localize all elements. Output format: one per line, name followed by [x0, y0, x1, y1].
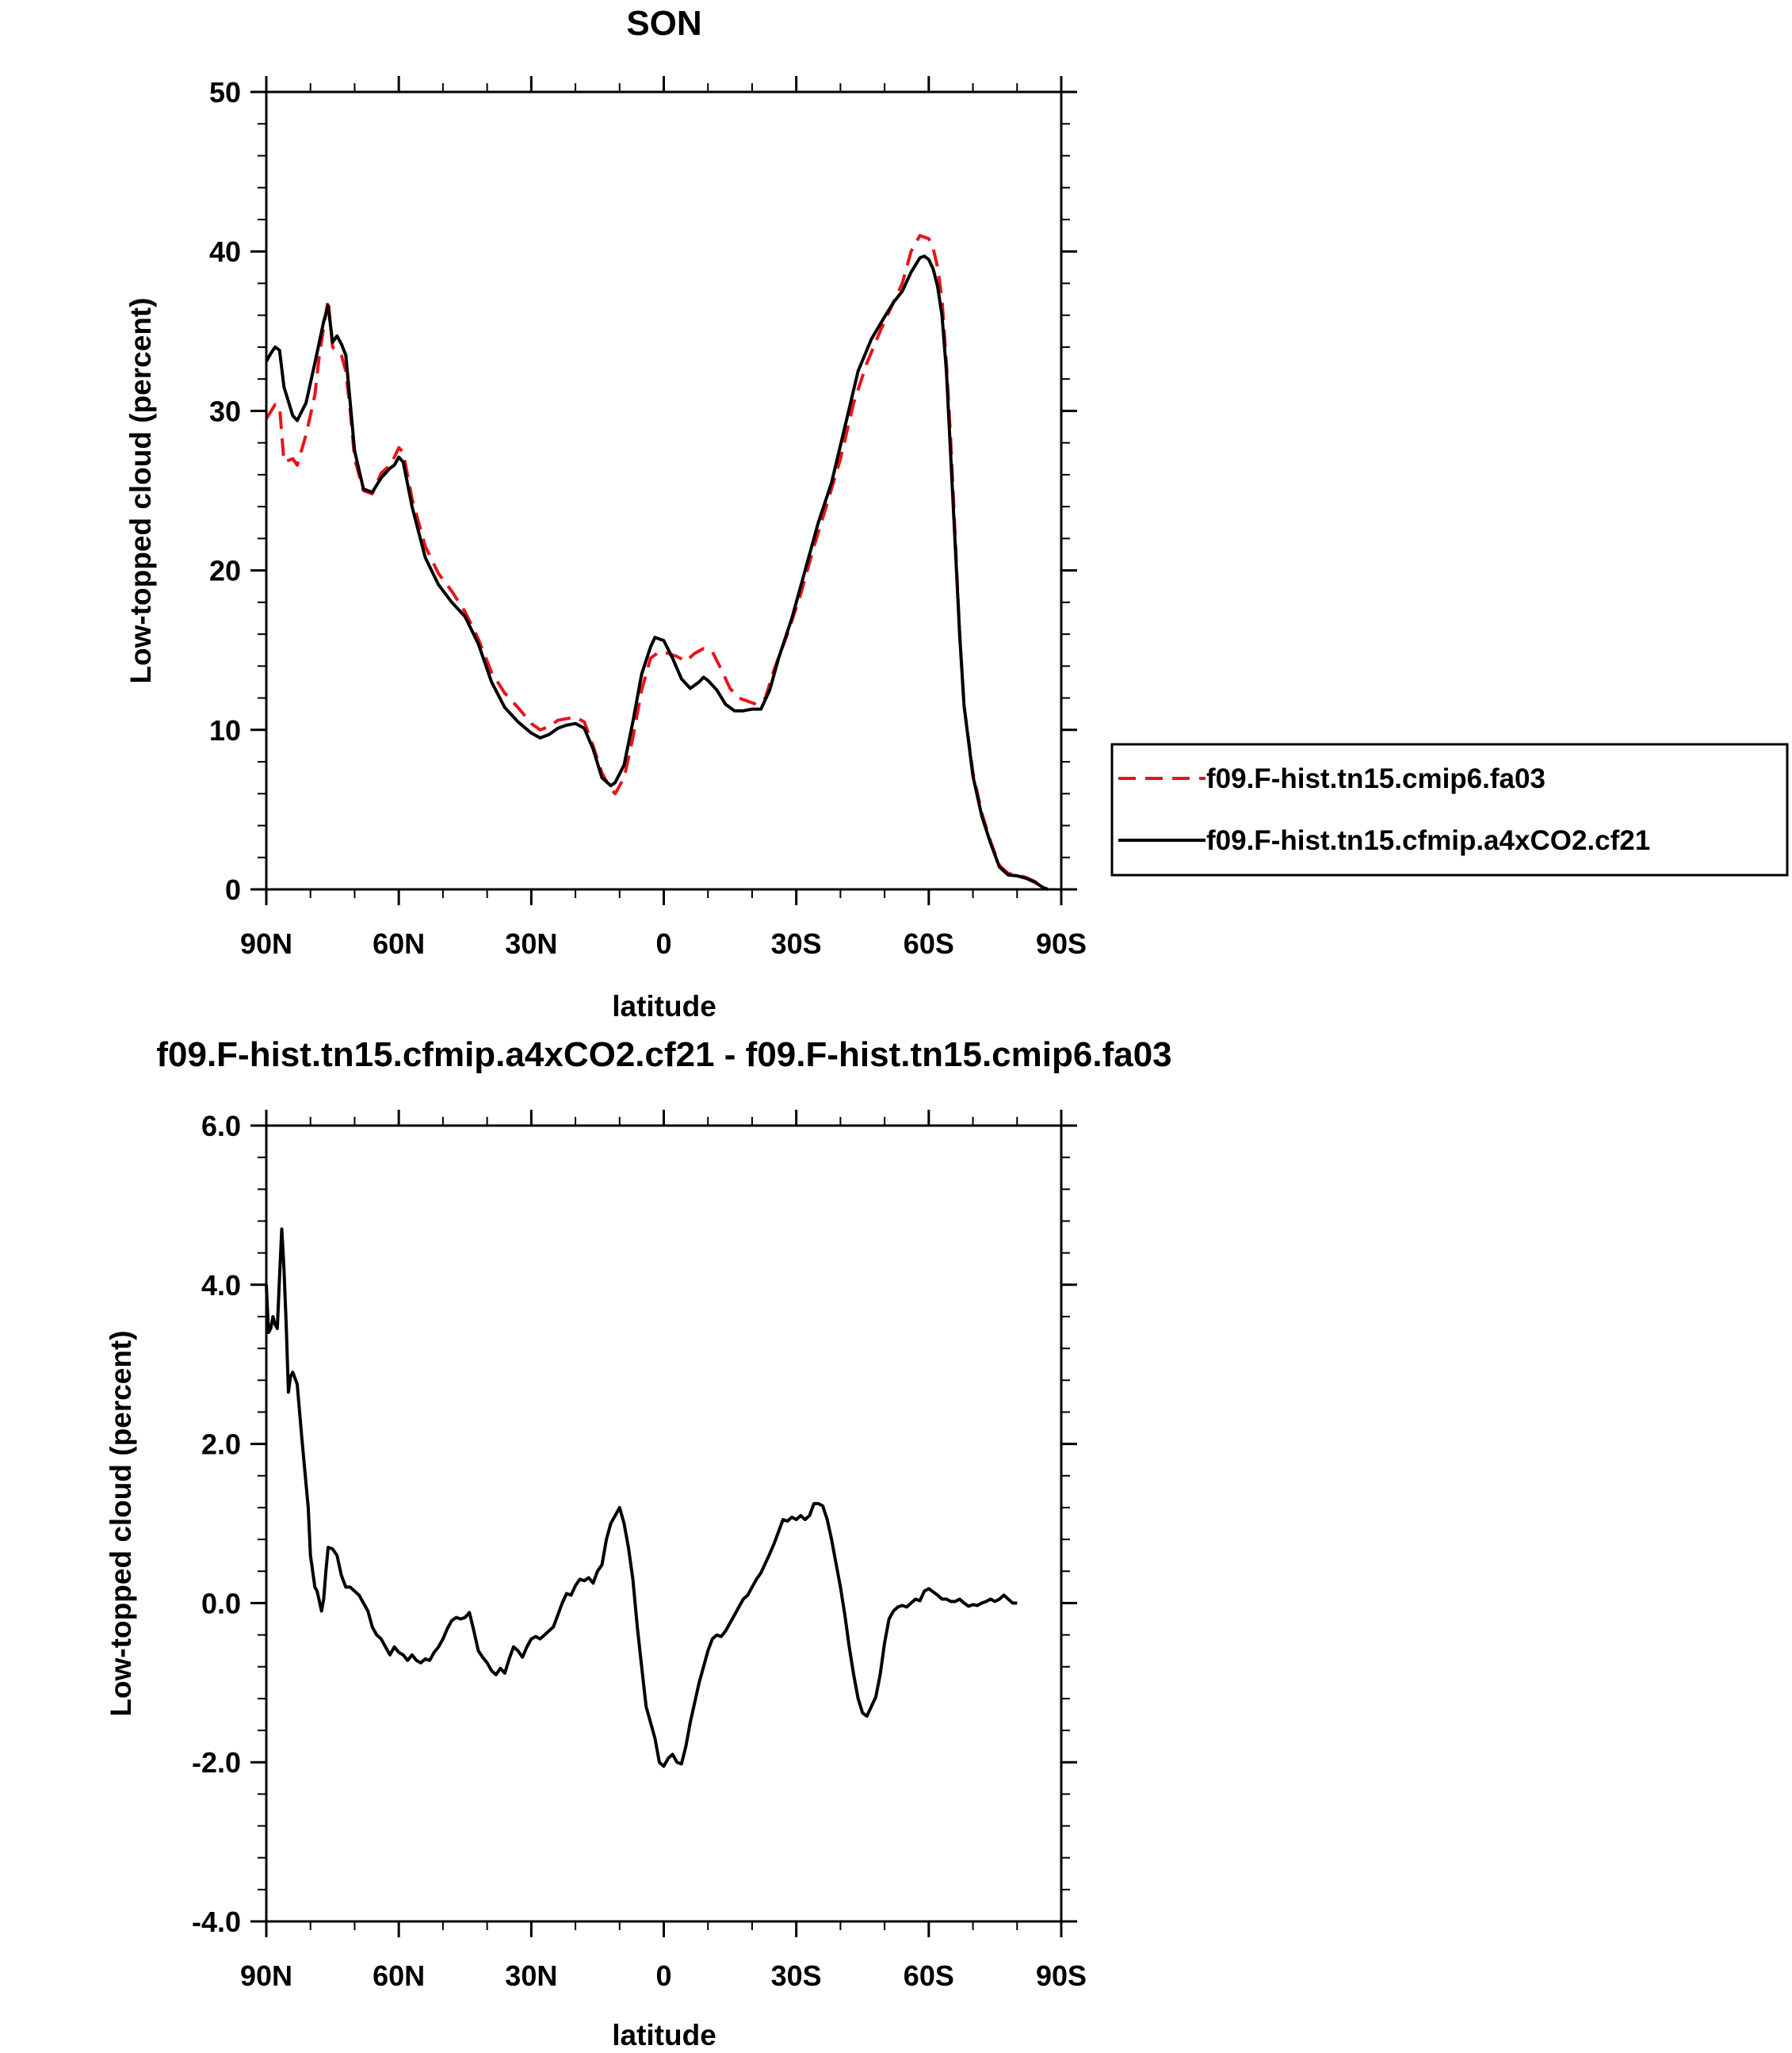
top-chart-y-axis-label: Low-topped cloud (percent) — [124, 297, 157, 683]
top-chart-ticks — [250, 76, 1077, 905]
x-tick-label: 30N — [505, 1959, 557, 1992]
y-tick-label: 40 — [209, 235, 241, 268]
series-line-0-0 — [265, 234, 1049, 891]
x-tick-label: 30N — [505, 927, 557, 960]
top-chart-y-tick-labels: 0 10 20 30 40 50 — [209, 76, 241, 906]
x-tick-label: 60S — [904, 1959, 954, 1992]
bottom-chart-series — [265, 1227, 1018, 1768]
x-tick-label: 60S — [904, 927, 954, 960]
x-tick-label: 60N — [373, 1959, 425, 1992]
top-chart-series — [265, 234, 1049, 891]
series-line-0-1 — [265, 254, 1049, 891]
y-tick-label: 10 — [209, 714, 241, 747]
y-tick-label: -4.0 — [192, 1906, 241, 1938]
y-tick-label: 30 — [209, 395, 241, 427]
y-tick-label: 4.0 — [201, 1269, 241, 1302]
top-chart-x-axis-label: latitude — [612, 990, 716, 1023]
y-tick-label: 0.0 — [201, 1587, 241, 1619]
bottom-chart-x-axis-label: latitude — [612, 2019, 716, 2051]
bottom-chart-ticks — [250, 1110, 1077, 1937]
bottom-chart: f09.F-hist.tn15.cfmip.a4xCO2.cf21 - f09.… — [105, 1035, 1172, 2051]
legend-box — [1110, 743, 1789, 877]
bottom-chart-title: f09.F-hist.tn15.cfmip.a4xCO2.cf21 - f09.… — [156, 1035, 1171, 1074]
legend: f09.F-hist.tn15.cmip6.fa03 f09.F-hist.tn… — [1110, 743, 1789, 877]
x-tick-label: 90S — [1036, 1959, 1087, 1992]
x-tick-label: 30S — [771, 927, 822, 960]
top-chart-title: SON — [626, 4, 701, 43]
y-tick-label: -2.0 — [192, 1746, 241, 1779]
bottom-chart-x-tick-labels: 90N 60N 30N 0 30S 60S 90S — [240, 1959, 1087, 1992]
legend-label-cmip6-fa03: f09.F-hist.tn15.cmip6.fa03 — [1206, 763, 1546, 794]
y-tick-label: 0 — [225, 874, 241, 906]
y-tick-label: 50 — [209, 76, 241, 109]
y-tick-label: 6.0 — [201, 1110, 241, 1142]
y-tick-label: 2.0 — [201, 1428, 241, 1461]
bottom-chart-frame — [265, 1124, 1063, 1923]
bottom-chart-y-tick-labels: -4.0 -2.0 0.0 2.0 4.0 6.0 — [192, 1110, 241, 1938]
legend-label-a4xco2-cf21: f09.F-hist.tn15.cfmip.a4xCO2.cf21 — [1206, 825, 1650, 856]
y-tick-label: 20 — [209, 555, 241, 587]
top-chart-frame — [265, 90, 1063, 891]
x-tick-label: 0 — [655, 1959, 671, 1992]
top-chart: SON 0 10 20 30 40 50 90N 60N 30N 0 30S 60S 90S lati… — [124, 4, 1789, 1023]
series-line-1-0 — [265, 1227, 1018, 1768]
top-chart-x-tick-labels: 90N 60N 30N 0 30S 60S 90S — [240, 927, 1087, 960]
x-tick-label: 30S — [771, 1959, 822, 1992]
x-tick-label: 90N — [240, 927, 292, 960]
x-tick-label: 90N — [240, 1959, 292, 1992]
bottom-chart-y-axis-label: Low-topped cloud (percent) — [105, 1330, 137, 1716]
x-tick-label: 0 — [655, 927, 671, 960]
x-tick-label: 90S — [1036, 927, 1087, 960]
x-tick-label: 60N — [373, 927, 425, 960]
